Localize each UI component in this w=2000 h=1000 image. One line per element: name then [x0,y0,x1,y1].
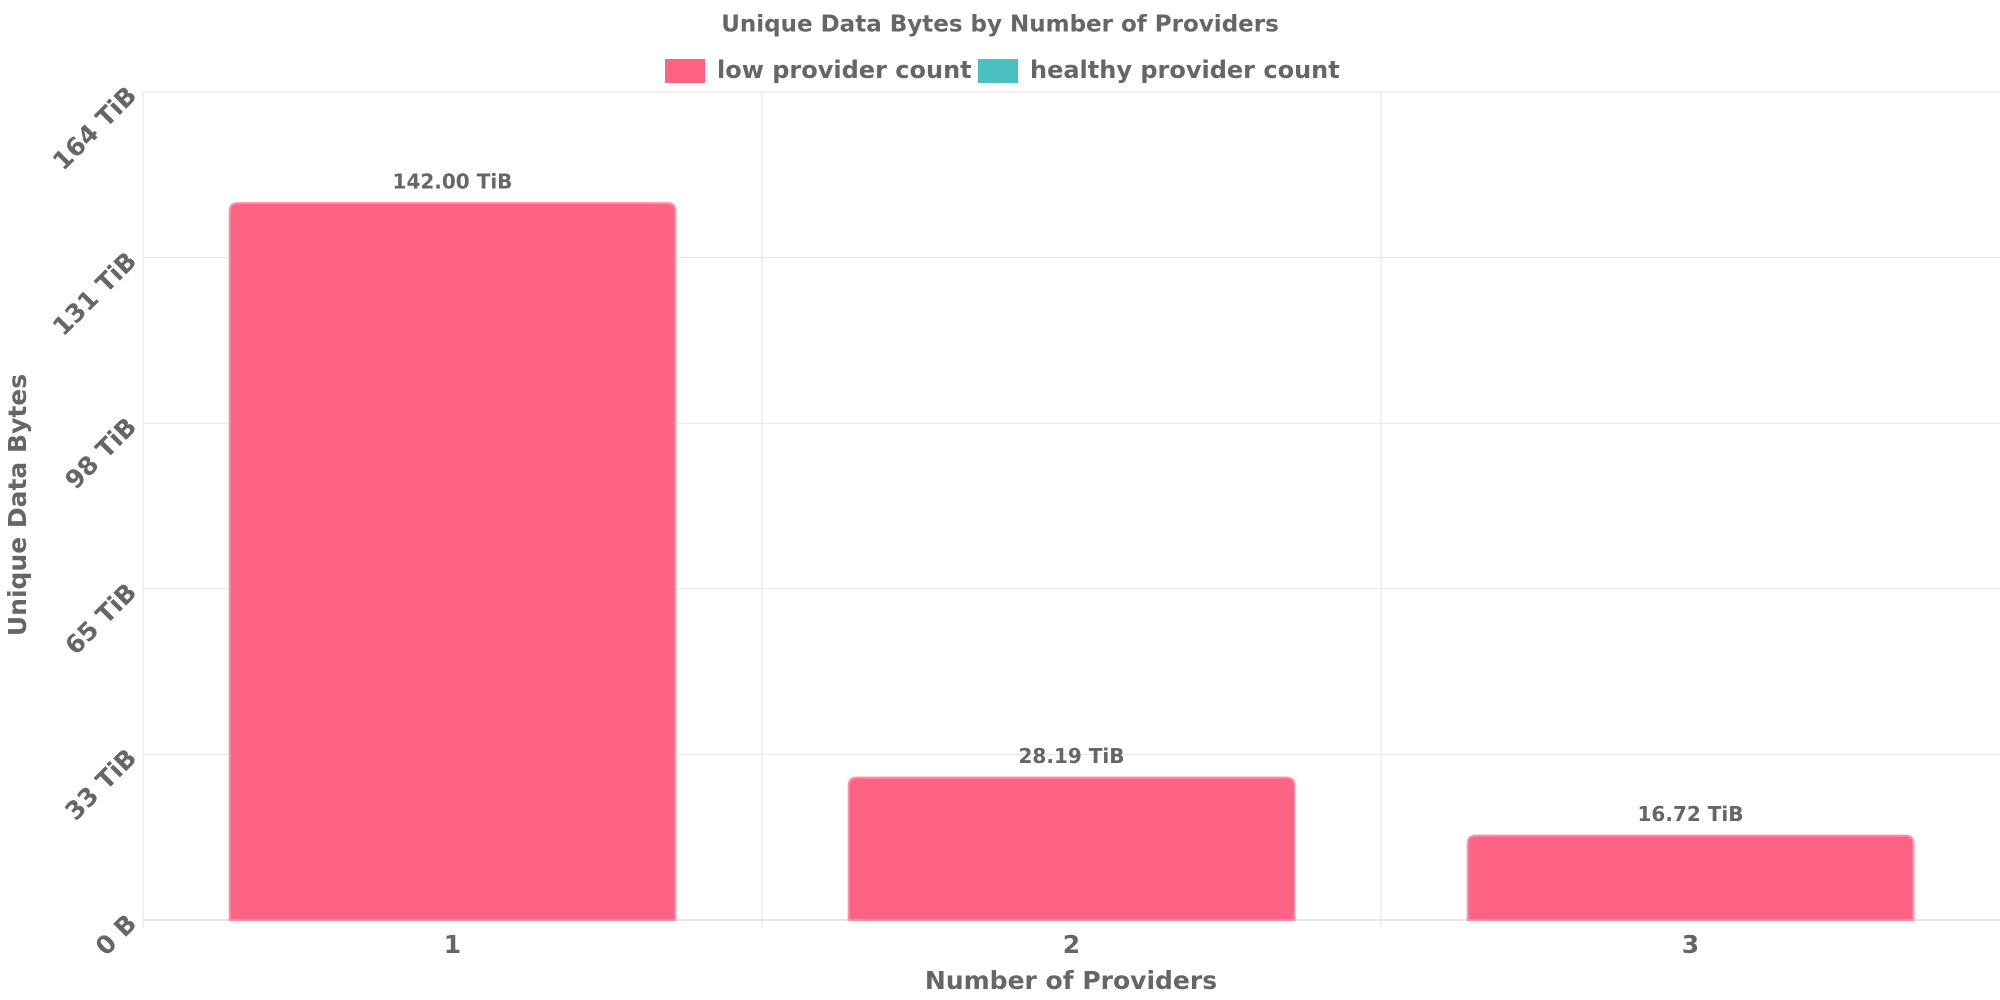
bar-value-label: 28.19 TiB [1019,744,1125,768]
legend-label: low provider count [717,56,972,84]
bar-value-label: 142.00 TiB [393,170,513,194]
y-axis-title: Unique Data Bytes [3,374,32,636]
legend[interactable]: low provider count healthy provider count [665,56,1340,84]
y-tick-label: 164 TiB [47,81,142,176]
x-axis-ticks: 1 2 3 [444,930,1699,959]
bar-3[interactable] [1466,834,1915,921]
y-tick-label: 65 TiB [59,577,142,660]
legend-item-low-provider-count[interactable]: low provider count [665,56,972,84]
y-tick-label: 0 B [90,909,142,961]
bar-value-label: 16.72 TiB [1638,802,1744,826]
bar-2[interactable] [847,776,1296,921]
y-axis-ticks: 0 B 33 TiB 65 TiB 98 TiB 131 TiB 164 TiB [47,81,142,961]
y-tick-label: 98 TiB [59,412,142,495]
legend-swatch [978,59,1018,83]
x-axis-title: Number of Providers [925,966,1217,995]
bar-1[interactable] [228,202,677,921]
bars [228,202,1915,921]
data-labels: 142.00 TiB 28.19 TiB 16.72 TiB [393,170,1744,827]
legend-item-healthy-provider-count[interactable]: healthy provider count [978,56,1340,84]
x-tick-label: 3 [1682,930,1699,959]
y-tick-label: 131 TiB [47,246,142,341]
x-tick-label: 1 [444,930,461,959]
chart-title: Unique Data Bytes by Number of Providers [721,12,1279,38]
x-tick-label: 2 [1063,930,1080,959]
legend-swatch [665,59,705,83]
y-tick-label: 33 TiB [59,743,142,826]
legend-label: healthy provider count [1030,56,1340,84]
